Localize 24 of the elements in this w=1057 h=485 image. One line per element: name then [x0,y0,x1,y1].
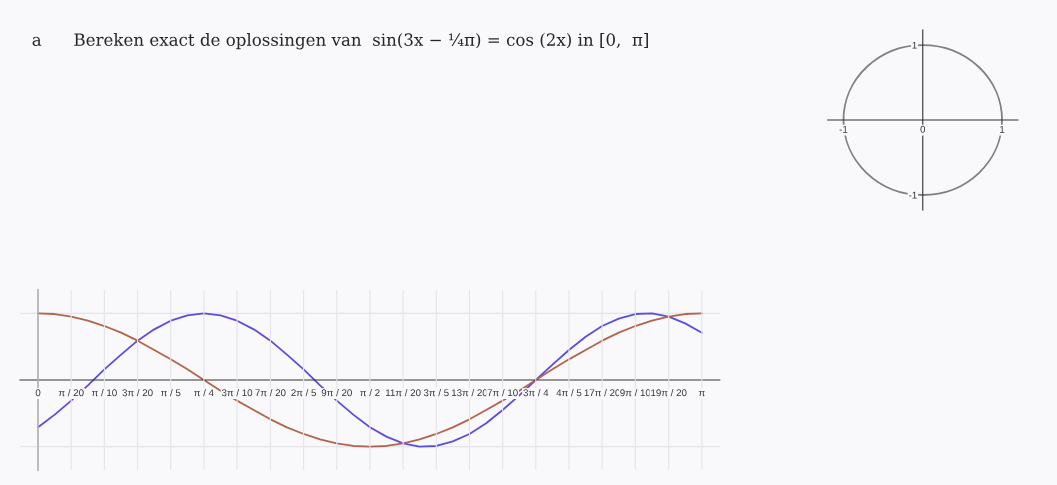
x-tick-label: 4π / 5 [556,389,582,397]
x-tick-label: 7π / 20 [255,389,286,397]
x-tick-label: π / 20 [58,389,84,397]
x-tick-label: 0 [920,125,926,133]
x-tick-label: 19π / 20 [651,389,687,397]
x-tick-label: 1 [1000,125,1005,133]
x-tick-label: 0 [35,389,41,397]
x-tick-label: -1 [839,125,848,133]
x-tick-label: 9π / 20 [321,389,352,397]
x-tick-label: 3π / 10 [221,389,253,397]
x-tick-label: 13π / 20 [451,389,488,397]
x-tick-label: 3π / 20 [122,389,153,397]
x-tick-label: π / 2 [360,389,380,397]
x-tick-label: π / 10 [91,389,117,397]
x-tick-label: 2π / 5 [291,389,317,397]
x-tick-label: 3π / 5 [423,389,449,397]
x-tick-label: π / 4 [194,389,214,397]
x-tick-label: 7π / 10 [487,389,518,397]
x-tick-label: 3π / 4 [523,389,549,397]
x-tick-label: π / 5 [160,389,181,397]
chart-title: a Bereken exact de oplossingen van sin(3x − ¼π) = cos (2x) in [0, π] [32,33,648,50]
x-tick-label: π [698,390,705,397]
x-tick-label: 9π / 10 [620,389,651,397]
x-tick-label: 11π / 20 [386,389,421,397]
